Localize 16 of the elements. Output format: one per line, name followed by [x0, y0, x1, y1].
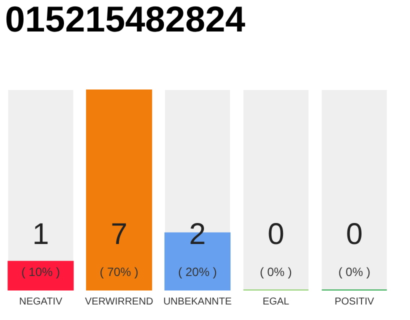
x-tick-label: POSITIV	[334, 296, 374, 308]
annotation: 0	[268, 218, 284, 251]
data-label: ( 0% )	[338, 265, 370, 279]
chart-title: 015215482824	[5, 0, 246, 40]
annotation: 7	[110, 218, 128, 251]
data-label: ( 70% )	[100, 265, 138, 279]
data-label: ( 20% )	[178, 265, 217, 279]
x-tick-label: NEGATIV	[19, 296, 63, 308]
x-tick-label: VERWIRREND	[85, 296, 154, 308]
annotation: 1	[32, 218, 50, 251]
x-tick-label: UNBEKANNTE	[163, 296, 232, 308]
bar	[8, 260, 74, 290]
data-label: ( 0% )	[260, 265, 292, 279]
data-label: ( 10% )	[21, 265, 60, 279]
annotation: 0	[346, 218, 363, 251]
x-tick-label: EGAL	[262, 296, 290, 308]
